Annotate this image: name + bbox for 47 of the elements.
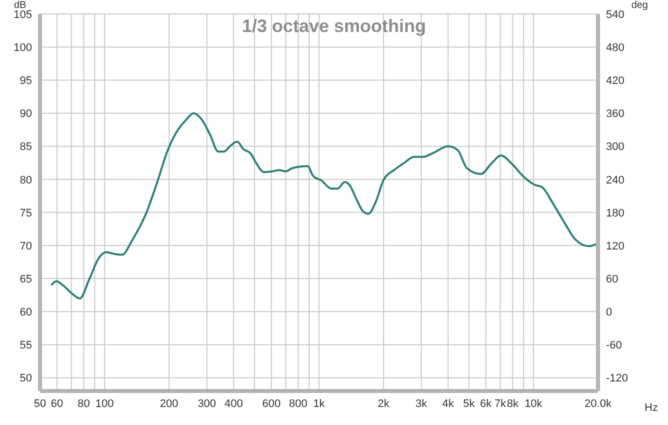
x-tick-label: 600 [262,398,281,410]
y2-tick-label: 480 [606,42,624,54]
x-tick-label: 5k [463,398,476,410]
y-tick-label: 105 [14,8,32,21]
y2-tick-label: 360 [606,108,624,120]
y-tick-label: 95 [20,75,32,88]
y-tick-label: 55 [20,340,32,352]
y2-axis-title: deg [631,0,648,11]
x-tick-label: 100 [95,398,114,410]
x-tick-label: 80 [78,398,90,410]
y2-tick-label: 300 [606,141,624,154]
x-tick-label: 60 [50,398,64,410]
y-tick-label: 60 [20,306,32,319]
y-tick-label: 80 [20,174,32,186]
x-tick-label: 50 [34,398,46,410]
x-tick-label: 200 [160,398,178,410]
y-axis-title: dB [14,0,26,11]
y2-tick-label: 420 [606,75,624,88]
chart-title: 1/3 octave smoothing [242,16,426,36]
y-tick-label: 100 [14,42,32,54]
y2-tick-label: 0 [606,306,612,319]
y-tick-label: 65 [20,273,32,286]
y2-tick-label: 540 [606,8,624,21]
x-tick-label: 800 [289,398,308,410]
y2-tick-label: 180 [606,207,624,220]
x-tick-label: 6k [480,398,492,410]
x-tick-label: 400 [224,398,243,410]
y-tick-label: 75 [20,207,32,220]
y2-tick-label: 60 [606,273,618,286]
x-tick-label: 1k [313,398,326,410]
y-tick-label: 90 [20,108,32,120]
y2-tick-label: -120 [606,372,628,385]
x-tick-label: 4k [442,398,454,410]
y-tick-label: 70 [20,240,32,252]
y2-tick-label: 240 [606,174,624,186]
x-axis-title: Hz [644,402,658,414]
x-tick-label: 20.0k [584,398,612,410]
x-tick-label: 3k [416,398,428,410]
y-tick-label: 50 [20,372,32,385]
y2-tick-label: -60 [606,340,622,352]
x-tick-label: 300 [198,398,216,410]
x-tick-label: 7k [494,398,507,410]
y2-tick-label: 120 [606,240,624,252]
x-tick-label: 8k [506,398,519,410]
y-tick-label: 85 [20,141,32,154]
x-tick-label: 10k [524,398,543,410]
x-tick-label: 2k [378,398,390,410]
